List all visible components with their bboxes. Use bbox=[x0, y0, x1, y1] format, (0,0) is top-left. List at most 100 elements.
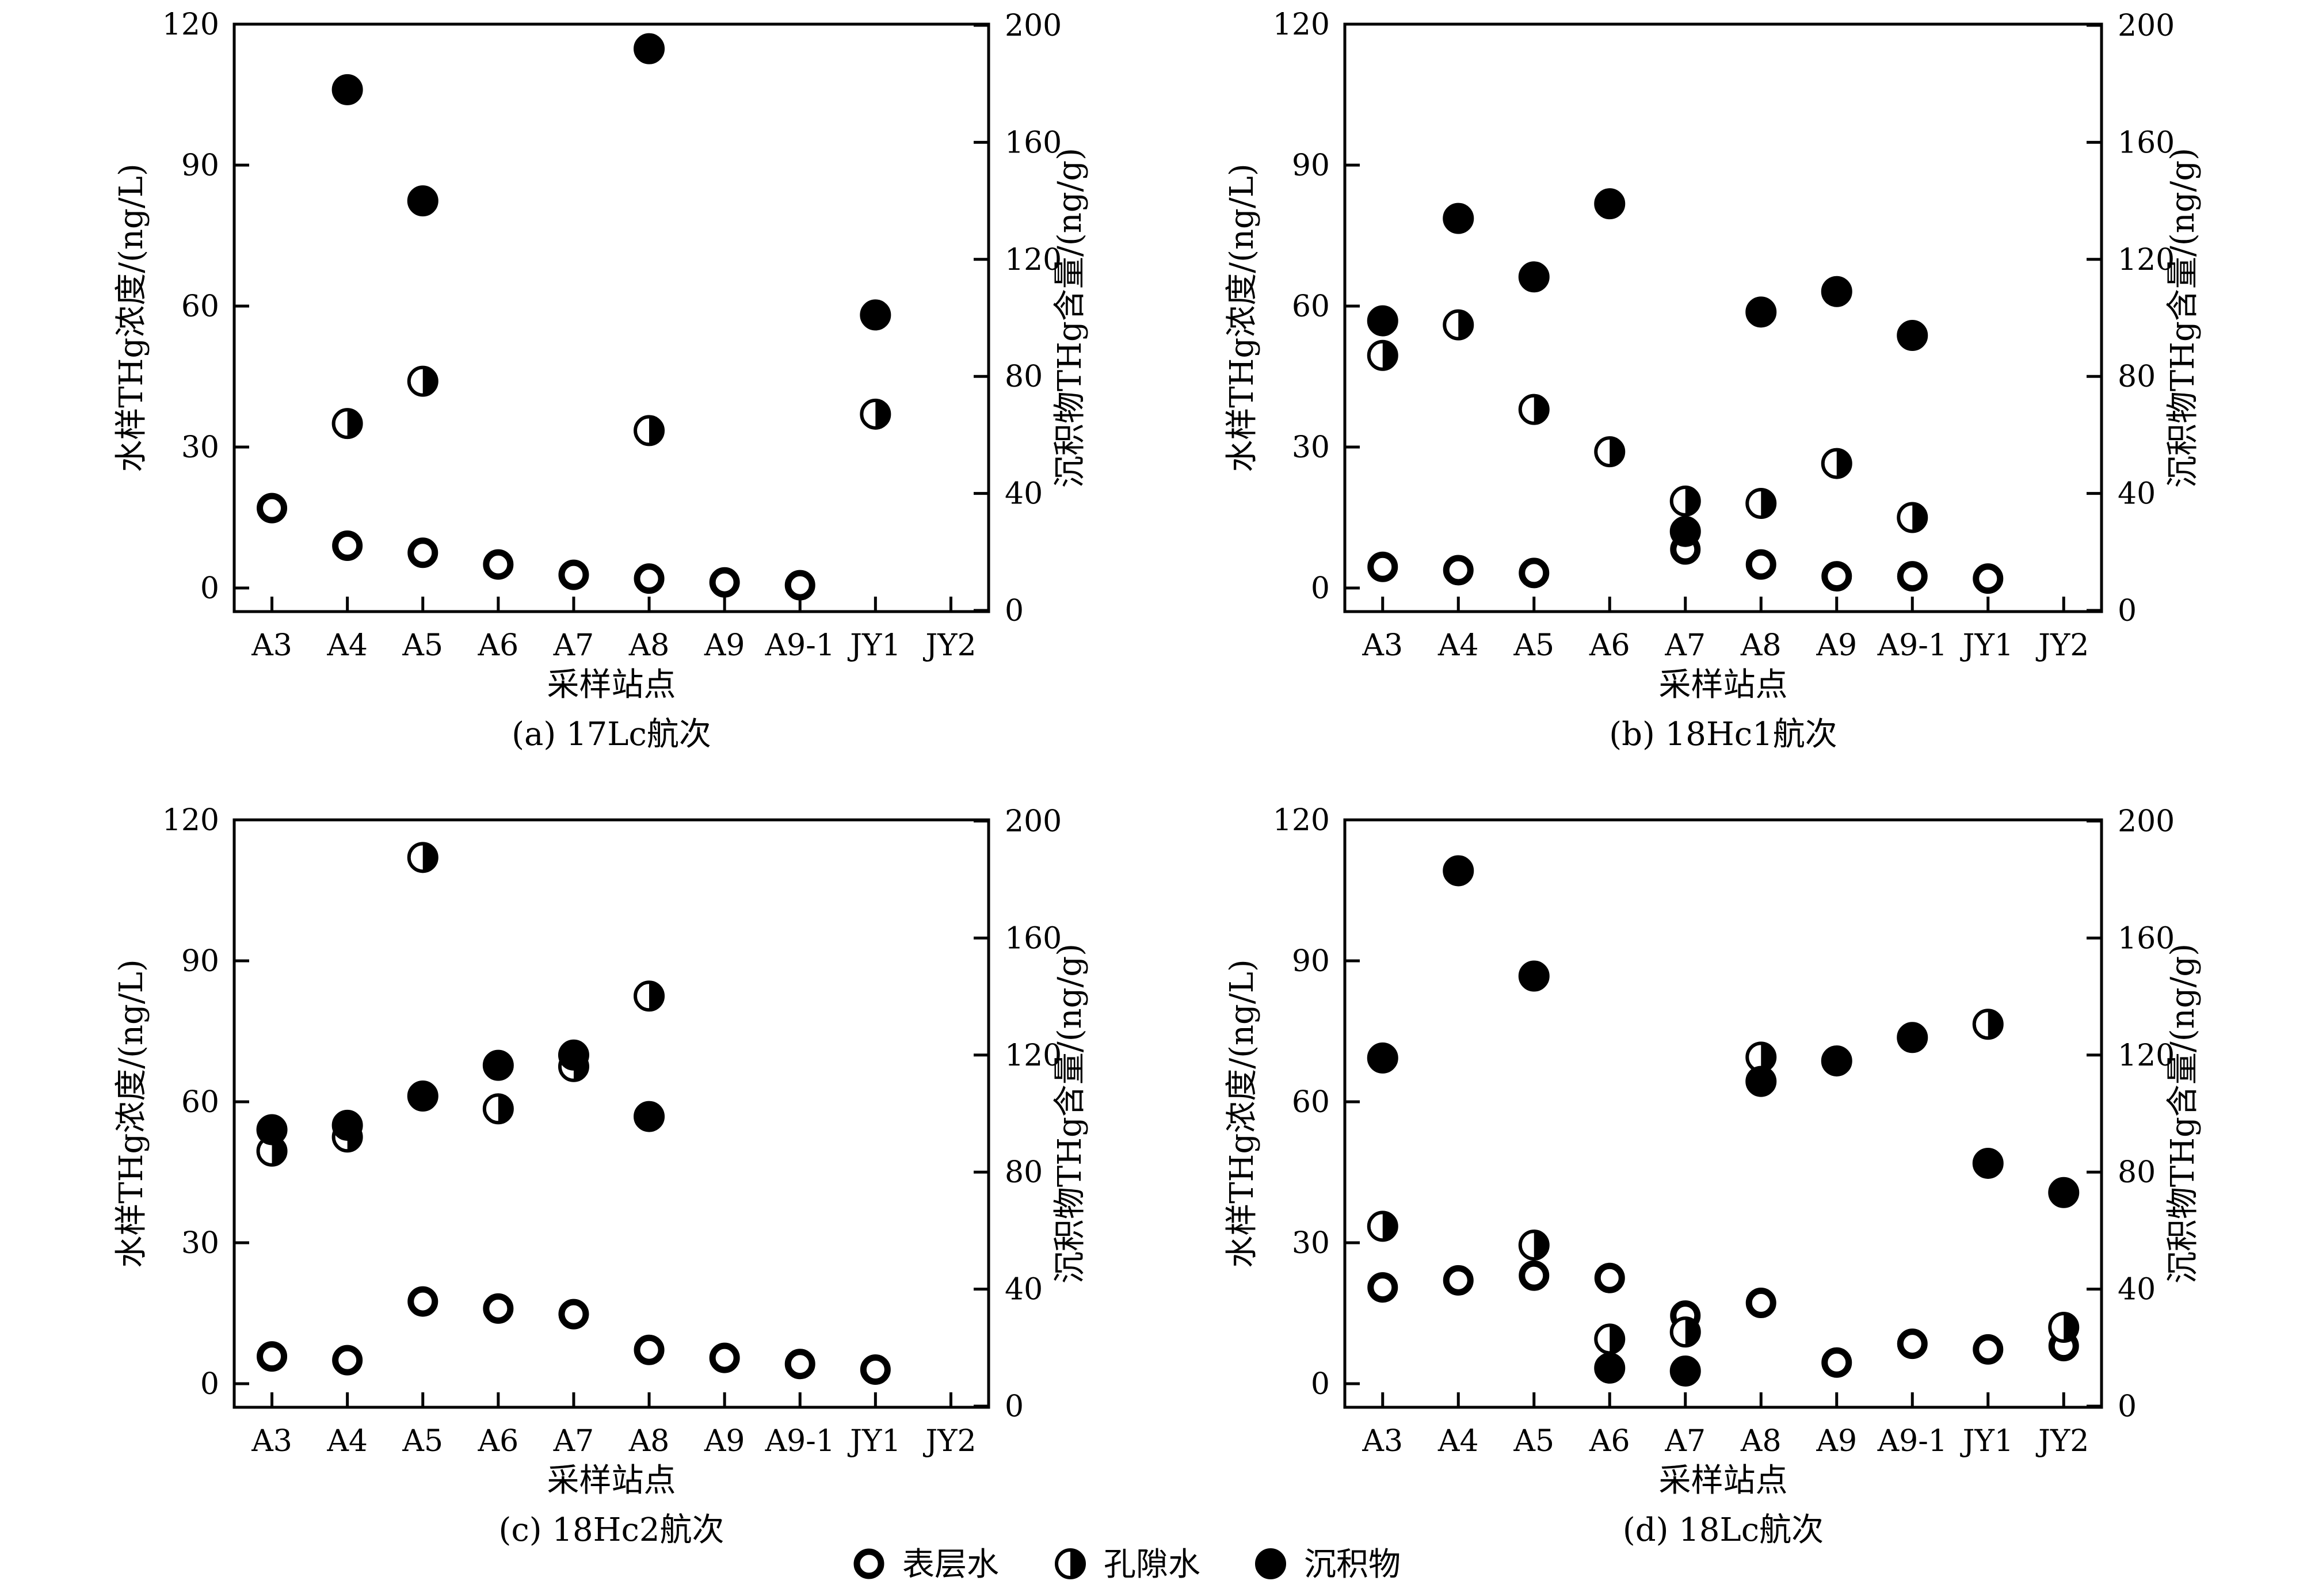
left-tick-label: 60 bbox=[181, 289, 219, 324]
x-tick-label: A3 bbox=[251, 628, 292, 663]
left-tick-label: 120 bbox=[1273, 7, 1330, 42]
legend-label: 孔隙水 bbox=[1104, 1546, 1200, 1583]
right-tick-label: 0 bbox=[2118, 1389, 2137, 1424]
data-point-hollow-circle bbox=[1594, 1262, 1625, 1293]
data-point-hollow-circle bbox=[1443, 555, 1474, 586]
x-tick-label: JY1 bbox=[1960, 628, 2013, 663]
right-axis-title: 沉积物THg含量/(ng/g) bbox=[1051, 944, 1089, 1284]
data-point-half-filled-circle bbox=[1367, 1211, 1398, 1242]
data-point-half-filled-circle bbox=[1821, 448, 1852, 479]
x-tick-label: A3 bbox=[1362, 628, 1403, 663]
data-point-filled-circle bbox=[482, 1049, 514, 1081]
left-tick-label: 90 bbox=[181, 148, 219, 183]
data-point-filled-circle bbox=[1594, 1352, 1626, 1384]
x-tick-label: A7 bbox=[553, 628, 594, 663]
data-point-hollow-circle bbox=[483, 549, 514, 580]
x-tick-label: A4 bbox=[326, 1424, 368, 1458]
data-point-half-filled-circle bbox=[2048, 1312, 2080, 1343]
right-tick-label: 0 bbox=[2118, 594, 2137, 628]
data-point-filled-circle bbox=[2048, 1177, 2080, 1208]
data-point-half-filled-circle bbox=[1669, 485, 1701, 517]
left-tick-label: 30 bbox=[1292, 1226, 1330, 1261]
x-tick-label: A9-1 bbox=[1877, 628, 1947, 663]
x-tick-label: A4 bbox=[1437, 628, 1479, 663]
data-point-hollow-circle bbox=[1897, 1328, 1928, 1360]
left-tick-label: 60 bbox=[181, 1085, 219, 1120]
data-point-filled-circle bbox=[1443, 203, 1474, 234]
data-point-half-filled-circle bbox=[407, 842, 438, 873]
right-tick-label: 120 bbox=[1005, 243, 1062, 277]
x-tick-label: A9 bbox=[704, 1424, 745, 1458]
left-tick-label: 90 bbox=[1292, 148, 1330, 183]
data-point-filled-circle bbox=[634, 33, 665, 64]
data-point-filled-circle bbox=[256, 1114, 288, 1146]
panel-caption: (b) 18Hc1航次 bbox=[1609, 716, 1837, 753]
legend-item-sediment: 沉积物 bbox=[1255, 1546, 1401, 1583]
data-point-hollow-circle bbox=[1443, 1265, 1474, 1296]
data-point-hollow-circle bbox=[1973, 563, 2004, 594]
chart-panels: 0 30 60 90 120 0 40 80 120 160 200 A3 A4 A5 A6 A7 A8 A9 A9… bbox=[113, 7, 2202, 1549]
x-tick-label: A5 bbox=[402, 628, 443, 663]
data-point-hollow-circle bbox=[257, 492, 288, 524]
left-tick-label: 90 bbox=[1292, 944, 1330, 979]
x-tick-label: A4 bbox=[1437, 1424, 1479, 1458]
data-point-hollow-circle bbox=[558, 1299, 589, 1330]
right-tick-label: 40 bbox=[2118, 477, 2156, 511]
data-point-filled-circle bbox=[1897, 320, 1928, 352]
left-axis-title: 水样THg浓度/(ng/L) bbox=[1223, 163, 1261, 472]
x-tick-label: A5 bbox=[1513, 628, 1554, 663]
left-tick-label: 30 bbox=[181, 1226, 219, 1261]
data-point-hollow-circle bbox=[1973, 1334, 2004, 1365]
data-point-half-filled-circle bbox=[1367, 339, 1398, 371]
data-point-hollow-circle bbox=[332, 530, 363, 561]
data-point-filled-circle bbox=[1669, 1355, 1701, 1387]
data-point-half-filled-circle bbox=[634, 980, 665, 1012]
right-tick-label: 200 bbox=[1005, 9, 1062, 43]
x-tick-label: A5 bbox=[402, 1424, 443, 1458]
data-point-hollow-circle bbox=[1519, 1260, 1550, 1291]
data-point-half-filled-circle bbox=[482, 1093, 514, 1125]
left-tick-label: 0 bbox=[1311, 1367, 1330, 1402]
x-tick-label: JY2 bbox=[2035, 1424, 2089, 1458]
legend-marker-pore bbox=[1055, 1548, 1086, 1579]
left-tick-label: 0 bbox=[1311, 571, 1330, 606]
right-tick-label: 200 bbox=[2118, 9, 2175, 43]
chart-panel-1: 0 30 60 90 120 0 40 80 120 160 200 A3 A4 A5 A6 A7 A8 A9 A9… bbox=[113, 7, 1089, 753]
right-tick-label: 40 bbox=[1005, 1273, 1043, 1307]
data-point-filled-circle bbox=[331, 74, 363, 105]
data-point-hollow-circle bbox=[784, 1349, 815, 1380]
data-point-hollow-circle bbox=[257, 1341, 288, 1372]
data-point-half-filled-circle bbox=[1594, 1323, 1626, 1355]
x-tick-label: JY1 bbox=[847, 1424, 901, 1458]
right-tick-label: 80 bbox=[1005, 1155, 1043, 1190]
x-tick-label: A5 bbox=[1513, 1424, 1554, 1458]
data-point-hollow-circle bbox=[1519, 558, 1550, 589]
data-point-filled-circle bbox=[634, 1101, 665, 1132]
data-point-hollow-circle bbox=[784, 570, 815, 601]
right-tick-label: 0 bbox=[1005, 1389, 1024, 1424]
data-point-half-filled-circle bbox=[1594, 436, 1626, 468]
x-tick-label: JY2 bbox=[922, 628, 976, 663]
data-point-half-filled-circle bbox=[1443, 309, 1474, 341]
data-point-filled-circle bbox=[558, 1039, 589, 1071]
data-point-half-filled-circle bbox=[1518, 394, 1550, 425]
chart-panel-4: 0 30 60 90 120 0 40 80 120 160 200 A3 A4 A5 A6 A7 A8 A9 A9… bbox=[1223, 803, 2202, 1549]
left-axis-title: 水样THg浓度/(ng/L) bbox=[113, 163, 150, 472]
left-tick-label: 0 bbox=[200, 571, 219, 606]
legend-marker-sediment bbox=[1255, 1548, 1286, 1579]
data-point-hollow-circle bbox=[407, 1286, 438, 1317]
data-point-filled-circle bbox=[1745, 296, 1777, 328]
plot-frame bbox=[1343, 818, 2103, 1409]
x-tick-label: A9-1 bbox=[765, 628, 835, 663]
right-axis-title: 沉积物THg含量/(ng/g) bbox=[1051, 148, 1089, 488]
data-point-hollow-circle bbox=[332, 1345, 363, 1376]
data-point-filled-circle bbox=[1518, 261, 1550, 293]
data-point-half-filled-circle bbox=[407, 365, 438, 397]
plot-frame bbox=[1343, 22, 2103, 613]
left-tick-label: 120 bbox=[1273, 803, 1330, 838]
data-point-hollow-circle bbox=[634, 563, 665, 594]
right-tick-label: 120 bbox=[1005, 1038, 1062, 1073]
plot-frame bbox=[232, 818, 990, 1409]
left-axis-title: 水样THg浓度/(ng/L) bbox=[1223, 959, 1261, 1268]
x-axis-title: 采样站点 bbox=[1659, 1462, 1788, 1499]
